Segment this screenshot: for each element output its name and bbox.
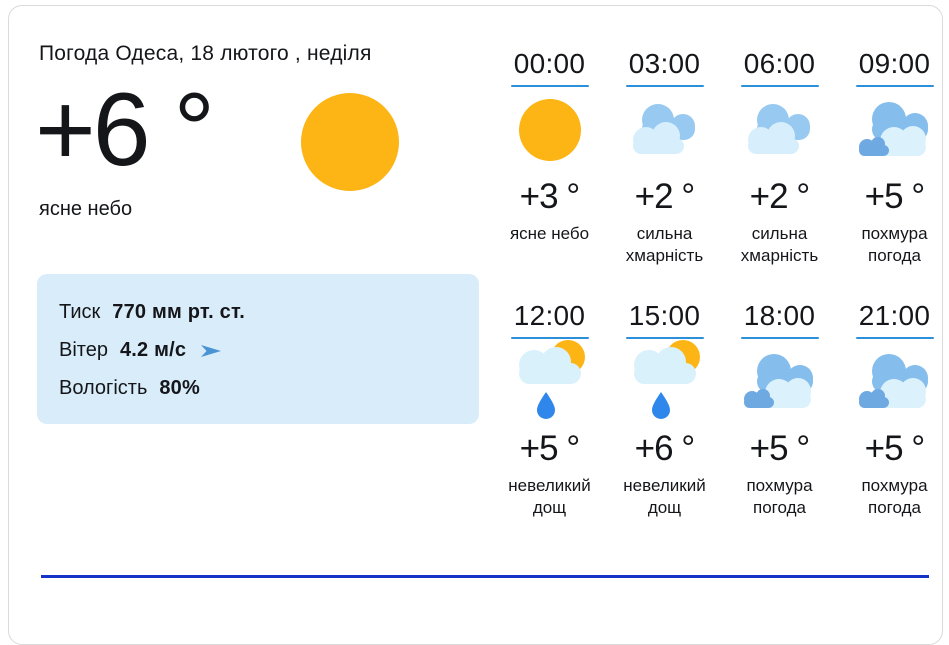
forecast-cell: 21:00 +5 ° похмура погода — [837, 298, 949, 550]
forecast-cell: 15:00 +6 ° невеликий дощ — [607, 298, 722, 550]
forecast-time: 18:00 — [744, 300, 816, 332]
overcast-clouds-icon — [853, 100, 937, 165]
forecast-cell: 12:00 +5 ° невеликий дощ — [492, 298, 607, 550]
forecast-icon-box — [740, 89, 820, 175]
forecast-icon-box — [738, 341, 822, 427]
light-rain-sun-icon — [513, 340, 587, 429]
forecast-temperature: +2 ° — [750, 177, 810, 217]
time-underline — [626, 85, 704, 87]
forecast-time: 06:00 — [744, 48, 816, 80]
forecast-temperature: +5 ° — [865, 177, 925, 217]
pressure-label: Тиск — [59, 301, 100, 324]
forecast-condition: ясне небо — [510, 223, 589, 245]
light-rain-sun-icon — [628, 340, 702, 429]
forecast-temperature: +3 ° — [520, 177, 580, 217]
wind-value: 4.2 м/с — [120, 339, 186, 362]
overcast-clouds-icon — [853, 352, 937, 417]
forecast-cell: 00:00 +3 ° ясне небо — [492, 46, 607, 298]
heavy-clouds-icon — [740, 102, 820, 163]
time-underline — [741, 337, 819, 339]
forecast-cell: 03:00 +2 ° сильна хмарність — [607, 46, 722, 298]
forecast-icon-box — [853, 341, 937, 427]
weather-card-title: Погода Одеса, 18 лютого , неділя — [39, 42, 372, 66]
forecast-time: 21:00 — [859, 300, 931, 332]
forecast-icon-box — [628, 341, 702, 427]
humidity-value: 80% — [159, 377, 200, 400]
forecast-icon-box — [853, 89, 937, 175]
section-divider — [41, 575, 929, 578]
time-underline — [856, 85, 934, 87]
overcast-clouds-icon — [738, 352, 822, 417]
forecast-icon-box — [519, 89, 581, 175]
humidity-label: Вологість — [59, 377, 147, 400]
forecast-condition: сильна хмарність — [609, 223, 721, 268]
current-condition: ясне небо — [39, 198, 132, 221]
forecast-cell: 06:00 +2 ° сильна хмарність — [722, 46, 837, 298]
forecast-temperature: +2 ° — [635, 177, 695, 217]
sun-icon — [519, 99, 581, 166]
wind-label: Вітер — [59, 339, 108, 362]
forecast-condition: невеликий дощ — [609, 475, 721, 520]
wind-row: Вітер 4.2 м/с — [59, 339, 455, 362]
forecast-time: 09:00 — [859, 48, 931, 80]
sun-icon — [301, 93, 399, 191]
forecast-cell: 18:00 +5 ° похмура погода — [722, 298, 837, 550]
forecast-grid: 00:00 +3 ° ясне небо 03:00 +2 ° сильна х… — [492, 46, 949, 550]
forecast-condition: похмура погода — [839, 475, 949, 520]
pressure-value: 770 мм рт. ст. — [112, 301, 245, 324]
forecast-time: 12:00 — [514, 300, 586, 332]
weather-details-box: Тиск 770 мм рт. ст. Вітер 4.2 м/с Вологі… — [37, 274, 479, 424]
forecast-temperature: +5 ° — [865, 429, 925, 469]
forecast-icon-box — [625, 89, 705, 175]
humidity-row: Вологість 80% — [59, 377, 455, 400]
forecast-temperature: +5 ° — [750, 429, 810, 469]
weather-card: Погода Одеса, 18 лютого , неділя +6 ° яс… — [8, 5, 943, 645]
wind-direction-arrow-icon — [200, 343, 222, 359]
forecast-condition: сильна хмарність — [724, 223, 836, 268]
time-underline — [856, 337, 934, 339]
forecast-icon-box — [513, 341, 587, 427]
forecast-time: 03:00 — [629, 48, 701, 80]
forecast-time: 00:00 — [514, 48, 586, 80]
time-underline — [511, 85, 589, 87]
forecast-time: 15:00 — [629, 300, 701, 332]
pressure-row: Тиск 770 мм рт. ст. — [59, 301, 455, 324]
forecast-condition: невеликий дощ — [494, 475, 606, 520]
current-temperature: +6 ° — [35, 76, 212, 185]
forecast-temperature: +5 ° — [520, 429, 580, 469]
forecast-condition: похмура погода — [839, 223, 949, 268]
forecast-cell: 09:00 +5 ° похмура погода — [837, 46, 949, 298]
heavy-clouds-icon — [625, 102, 705, 163]
time-underline — [741, 85, 819, 87]
forecast-temperature: +6 ° — [635, 429, 695, 469]
forecast-condition: похмура погода — [724, 475, 836, 520]
